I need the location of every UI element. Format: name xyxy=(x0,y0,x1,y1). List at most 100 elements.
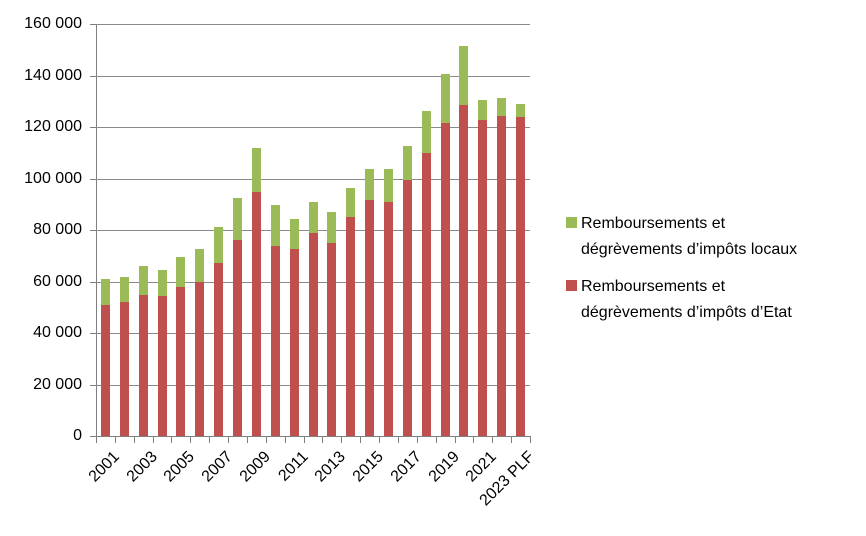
bar-segment-locaux xyxy=(176,256,186,288)
bar-segment-etat xyxy=(346,217,356,436)
bar-segment-etat xyxy=(308,233,318,436)
x-axis-label: 2013 xyxy=(311,448,350,486)
bar-group xyxy=(346,187,356,436)
bar-segment-locaux xyxy=(270,204,280,246)
bar-group xyxy=(365,168,375,436)
y-axis-label: 120 000 xyxy=(24,118,82,135)
y-axis-label: 60 000 xyxy=(33,272,82,290)
bar-segment-locaux xyxy=(195,249,205,283)
plot-area xyxy=(96,24,530,436)
x-axis-label: 2009 xyxy=(236,448,274,486)
bar-segment-etat xyxy=(270,245,280,436)
bar-group xyxy=(119,276,129,436)
bar-group xyxy=(270,204,280,436)
bar-group xyxy=(327,212,337,436)
legend-label-line: dégrèvements d’impôts d’Etat xyxy=(581,304,792,321)
bar-group xyxy=(138,265,148,436)
x-axis-tick xyxy=(341,437,343,443)
legend-label-line: Remboursements et xyxy=(581,278,726,295)
x-axis-tick xyxy=(416,437,418,443)
bar-segment-locaux xyxy=(346,187,356,218)
bar-segment-etat xyxy=(402,179,412,436)
bar-segment-locaux xyxy=(365,168,375,200)
x-axis-tick xyxy=(379,437,381,443)
bar-group xyxy=(383,168,393,436)
bar-group xyxy=(100,278,110,436)
y-axis-label: 80 000 xyxy=(33,221,82,238)
gridline xyxy=(96,127,530,128)
bar-segment-locaux xyxy=(233,198,243,240)
bar-segment-etat xyxy=(251,192,261,436)
y-axis-tick xyxy=(90,281,96,283)
bar-segment-locaux xyxy=(251,148,261,193)
bar-group xyxy=(459,45,469,436)
legend-item: Remboursements et dégrèvements d’impôts d… xyxy=(566,274,836,326)
bar-segment-locaux xyxy=(421,110,431,153)
bar-group xyxy=(289,218,299,436)
bar-segment-etat xyxy=(157,296,167,436)
x-axis-tick xyxy=(435,437,437,443)
bar-segment-locaux xyxy=(308,201,318,234)
bar-group xyxy=(516,104,526,436)
bar-group xyxy=(195,249,205,436)
bar-group xyxy=(176,256,186,436)
x-axis-tick xyxy=(152,437,154,443)
x-axis-tick xyxy=(511,437,513,443)
x-axis-tick xyxy=(360,437,362,443)
bar-segment-etat xyxy=(195,282,205,436)
bar-segment-locaux xyxy=(289,218,299,249)
bar-segment-etat xyxy=(459,105,469,436)
bar-group xyxy=(214,227,224,436)
x-axis-tick xyxy=(228,437,230,443)
x-axis-label: 2019 xyxy=(425,448,463,486)
legend-label-line: dégrèvements d’impôts locaux xyxy=(581,241,798,258)
legend-item: Remboursements et dégrèvements d’impôts l… xyxy=(566,211,836,263)
x-axis-tick xyxy=(530,437,531,443)
x-axis-label: 2017 xyxy=(387,448,425,486)
bar-segment-locaux xyxy=(440,74,450,124)
bar-segment-etat xyxy=(440,123,450,436)
x-axis-label: 2015 xyxy=(349,448,387,486)
legend-label-line: Remboursements et xyxy=(581,215,726,232)
y-axis-tick xyxy=(90,24,96,25)
y-axis-label: 140 000 xyxy=(24,66,82,84)
legend: Remboursements et dégrèvements d’impôts l… xyxy=(566,211,836,337)
bar-segment-etat xyxy=(421,153,431,436)
legend-label: Remboursements et dégrèvements d’impôts d… xyxy=(581,274,813,326)
y-axis-tick xyxy=(90,230,96,231)
bar-segment-locaux xyxy=(459,45,469,106)
bar-segment-etat xyxy=(516,116,526,436)
x-axis-tick xyxy=(284,437,286,443)
bar-segment-etat xyxy=(478,119,488,436)
bar-group xyxy=(251,148,261,436)
bar-segment-etat xyxy=(383,202,393,436)
y-axis-tick xyxy=(90,333,96,334)
bar-segment-etat xyxy=(289,248,299,436)
x-axis-tick xyxy=(454,437,456,443)
y-axis-tick xyxy=(90,436,96,437)
bar-segment-locaux xyxy=(119,276,129,303)
bar-segment-locaux xyxy=(402,145,412,180)
y-axis-label: 20 000 xyxy=(33,375,82,393)
bar-group xyxy=(421,110,431,436)
x-axis-tick xyxy=(397,437,399,443)
bar-segment-locaux xyxy=(478,99,488,120)
x-axis-tick xyxy=(322,437,324,443)
x-axis-tick xyxy=(492,437,494,443)
bar-segment-locaux xyxy=(157,269,167,297)
x-axis-tick xyxy=(473,437,475,443)
bar-segment-locaux xyxy=(383,168,393,203)
legend-swatch-locaux xyxy=(566,217,577,228)
x-axis-label: 2011 xyxy=(275,448,312,485)
y-axis-label: 160 000 xyxy=(24,15,82,32)
bar-segment-etat xyxy=(365,199,375,436)
y-axis-tick xyxy=(90,384,96,386)
bar-group xyxy=(440,74,450,436)
x-axis-tick xyxy=(190,437,192,443)
x-axis-tick xyxy=(246,437,248,443)
x-axis-label: 2001 xyxy=(85,448,123,486)
x-axis-label: 2005 xyxy=(161,448,199,486)
bar-segment-locaux xyxy=(100,278,110,306)
x-axis-tick xyxy=(171,437,173,443)
